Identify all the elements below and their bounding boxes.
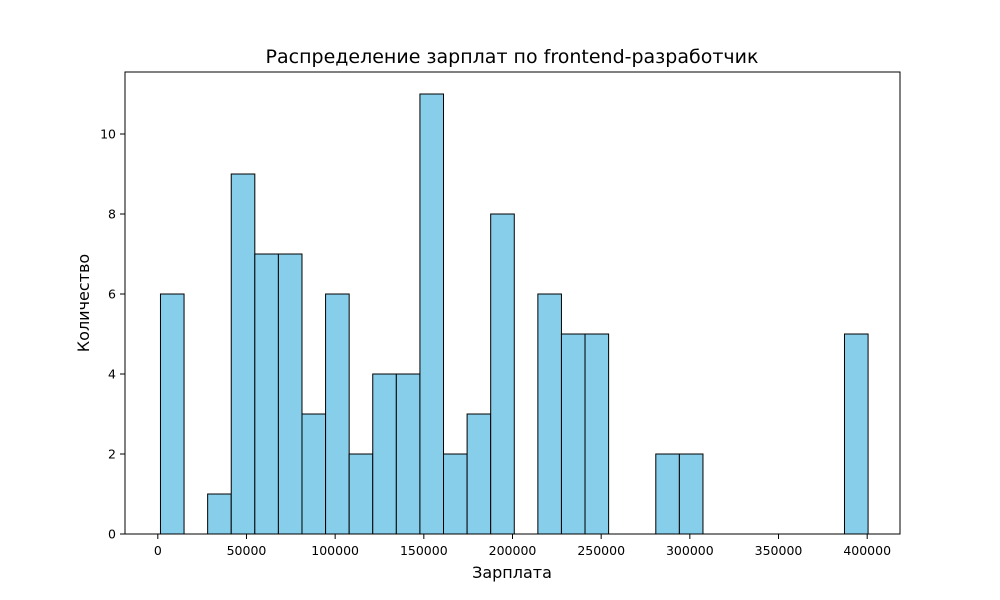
histogram-bar-14 — [490, 213, 515, 535]
histogram-bar-11 — [419, 93, 445, 535]
histogram-bar-17 — [560, 333, 586, 535]
y-tick-label-3: 6 — [108, 287, 116, 302]
histogram-bar-13 — [466, 413, 492, 535]
histogram-bar-10 — [395, 373, 421, 535]
x-tick-label-7: 350000 — [755, 543, 803, 558]
x-tick-label-2: 100000 — [311, 543, 359, 558]
histogram-bar-16 — [537, 293, 562, 535]
histogram-bar-21 — [655, 453, 680, 535]
histogram-bar-22 — [678, 453, 704, 535]
x-tick-label-5: 250000 — [577, 543, 625, 558]
x-tick-label-0: 0 — [154, 543, 162, 558]
x-tick-label-3: 150000 — [400, 543, 448, 558]
y-axis-ticks: 0 2 4 6 8 10 — [100, 127, 125, 542]
bars-layer — [159, 93, 869, 535]
chart-title: Распределение зарплат по frontend-разраб… — [266, 46, 759, 68]
x-axis-ticks: 0 50000 100000 150000 200000 250000 300000 3500… — [154, 534, 891, 558]
x-tick-label-4: 200000 — [489, 543, 537, 558]
x-tick-label-6: 300000 — [666, 543, 714, 558]
histogram-bar-6 — [301, 413, 327, 535]
histogram-bar-8 — [348, 453, 374, 535]
histogram-bar-5 — [277, 253, 303, 535]
plot-area-frame — [124, 71, 901, 535]
y-tick-label-4: 8 — [108, 207, 116, 222]
y-tick-label-2: 4 — [108, 367, 116, 382]
histogram-bar-2 — [207, 493, 232, 535]
y-tick-label-0: 0 — [108, 527, 116, 542]
histogram-bar-4 — [254, 253, 279, 535]
x-tick-label-8: 400000 — [843, 543, 891, 558]
histogram-bar-7 — [325, 293, 350, 535]
histogram-bar-29 — [843, 333, 869, 535]
y-tick-label-5: 10 — [100, 127, 116, 142]
histogram-bar-0 — [159, 293, 185, 535]
histogram-bar-3 — [230, 173, 256, 535]
histogram-bar-18 — [584, 333, 610, 535]
x-tick-label-1: 50000 — [227, 543, 267, 558]
x-axis-label: Зарплата — [472, 563, 552, 582]
y-tick-label-1: 2 — [108, 447, 116, 462]
y-axis-label: Количество — [74, 254, 93, 352]
histogram-bar-9 — [372, 373, 397, 535]
histogram-bar-12 — [443, 453, 468, 535]
